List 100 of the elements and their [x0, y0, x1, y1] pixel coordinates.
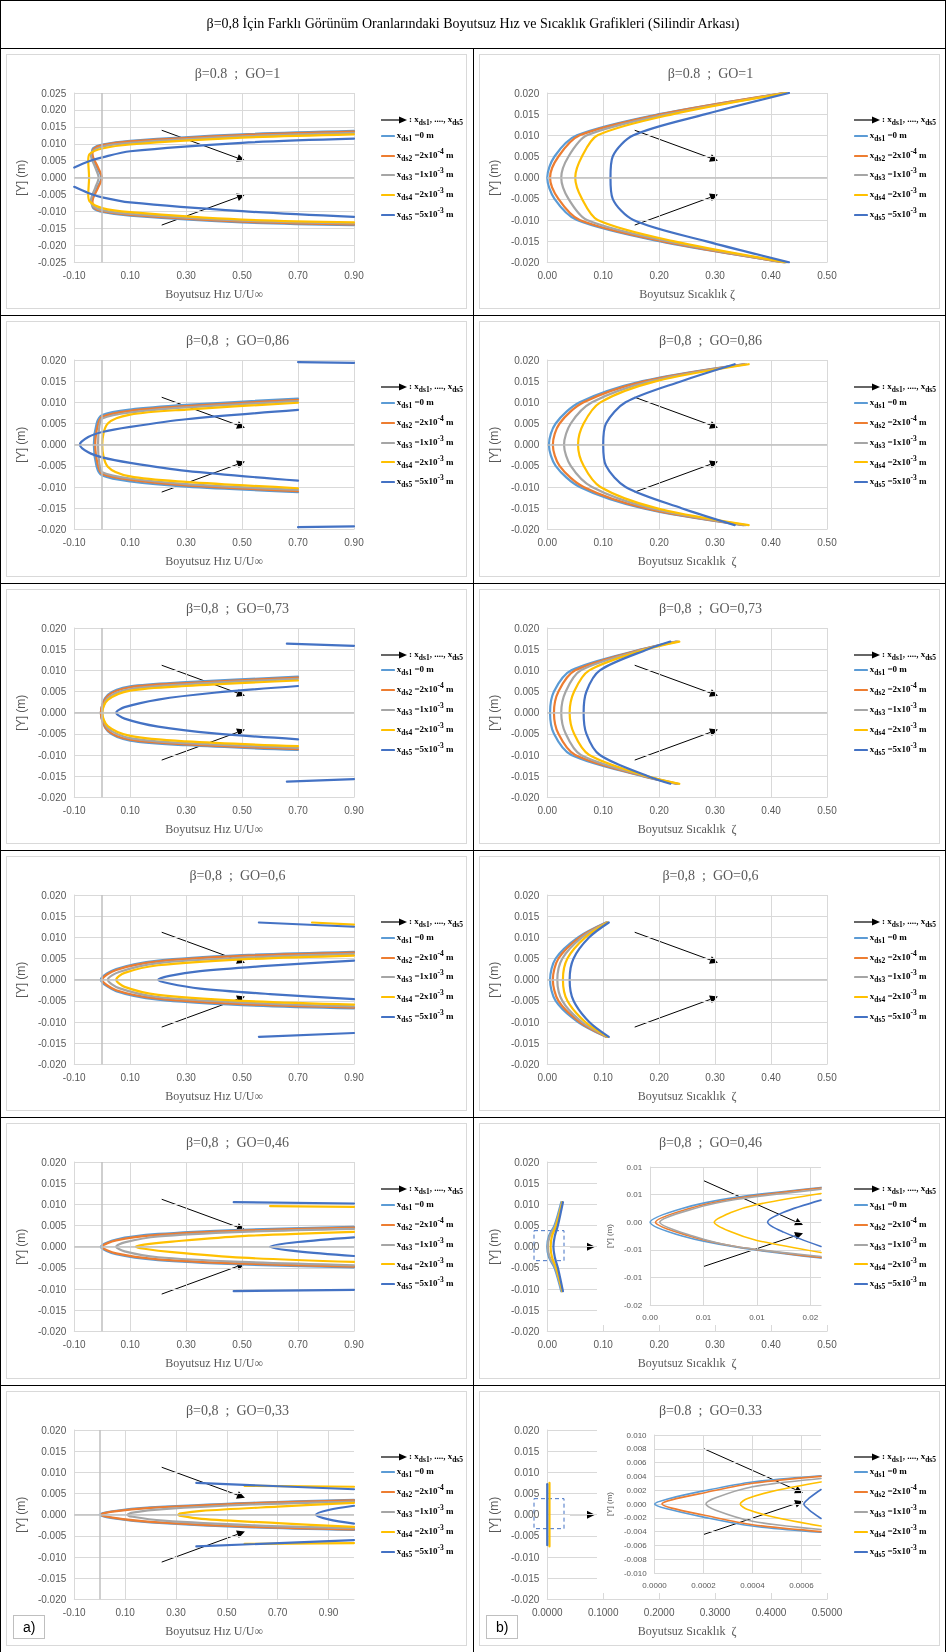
legend-label: x$_{ds5}$ =5x10$^{-3}$ m [395, 1274, 455, 1294]
y-axis-title: [Y] (m) [604, 1224, 614, 1249]
x-tick-label: 0.30 [176, 269, 197, 281]
x-tick-label: 0.70 [288, 537, 309, 549]
legend-label: x$_{ds2}$ =2x10$^{-4}$ m [395, 145, 455, 165]
y-axis-title: [Y] (m) [487, 1228, 501, 1265]
y-tick-label: -0.020 [510, 256, 540, 268]
y-tick-label: -0.015 [37, 1572, 67, 1584]
y-tick-label: -0.006 [623, 1540, 648, 1550]
y-tick-label: 0.000 [514, 439, 540, 451]
x-tick-label: 0.70 [267, 1606, 288, 1618]
line-series [177, 1501, 356, 1528]
y-axis-title: [Y] (m) [487, 159, 501, 196]
y-tick-label: -0.010 [510, 1016, 540, 1028]
legend-label: x$_{ds1}$ =0 m [395, 396, 435, 412]
x-tick-label: 0.50 [232, 537, 253, 549]
y-tick-label: 0.005 [41, 1220, 67, 1232]
y-tick-label: 0.010 [514, 931, 540, 943]
y-tick-label: -0.010 [37, 1551, 67, 1563]
y-tick-label: 0.005 [41, 953, 67, 964]
legend-title: : x$_{ds1}$, ...., x$_{ds5}$ [881, 113, 936, 129]
y-tick-label: 0.015 [41, 375, 67, 387]
y-tick-label: 0.020 [514, 87, 540, 99]
x-tick-label: 0.20 [649, 269, 670, 281]
legend-title: : x$_{ds1}$, ...., x$_{ds5}$ [881, 1449, 936, 1466]
legend-label: x$_{ds5}$ =5x10$^{-3}$ m [868, 1007, 928, 1026]
x-tick-label: 0.90 [344, 1339, 365, 1351]
y-tick-label: 0.010 [41, 397, 67, 409]
x-axis-title: Boyutsuz Sıcaklık ζ [637, 1623, 737, 1638]
y-tick-label: -0.010 [510, 1551, 540, 1563]
text: β=0,8 İçin Farklı Görünüm Oranlarındaki Boyutsuz Hız ve Sıcaklık Grafikleri (Silindir Arkası) [0, 0, 946, 48]
line-series [713, 1193, 822, 1254]
legend-label: x$_{ds1}$ =0 m [395, 128, 435, 145]
y-tick-label: -0.005 [37, 460, 67, 472]
y-tick-label: 0.008 [626, 1443, 648, 1453]
y-tick-label: 0.000 [41, 706, 67, 718]
y-tick-label: -0.002 [623, 1512, 648, 1522]
x-tick-label: 0.0004 [740, 1580, 766, 1590]
x-tick-label: 0.20 [649, 804, 670, 816]
chart-title: β=0.8 ; GO=1 [667, 65, 754, 81]
legend-label: x$_{ds4}$ =2x10$^{-3}$ m [395, 1254, 455, 1274]
y-tick-label: 0.000 [514, 706, 540, 718]
line-series [739, 1480, 822, 1527]
y-tick-label: -0.020 [37, 791, 67, 803]
x-tick-label: 0.50 [817, 269, 838, 281]
legend-label: x$_{ds2}$ =2x10$^{-4}$ m [395, 412, 455, 432]
x-tick-label: 0.40 [761, 1071, 782, 1083]
chart-title: β=0,8 ; GO=0,46 [185, 1134, 290, 1150]
y-tick-label: 0.020 [41, 622, 67, 634]
y-tick-label: -0.005 [510, 1529, 540, 1541]
y-tick-label: 0.015 [514, 1445, 540, 1457]
x-tick-label: 0.00 [537, 1339, 558, 1351]
chart-title: β=0,8 ; GO=0,86 [658, 332, 763, 348]
y-tick-label: 0.020 [514, 1424, 540, 1436]
x-tick-label: 0.40 [761, 537, 782, 549]
y-tick-label: -0.01 [623, 1245, 643, 1255]
y-tick-label: 0.000 [514, 1508, 540, 1520]
x-tick-label: 0.00 [537, 537, 558, 549]
line-series [78, 409, 300, 483]
legend-title: : x$_{ds1}$, ...., x$_{ds5}$ [408, 1182, 463, 1199]
legend-label: x$_{ds2}$ =2x10$^{-4}$ m [868, 1482, 928, 1502]
y-tick-label: 0.000 [514, 1241, 540, 1253]
x-axis-title: Boyutsuz Sıcaklık ζ [637, 1356, 737, 1371]
x-tick-label: 0.90 [344, 1071, 365, 1083]
y-tick-label: 0.000 [514, 172, 540, 184]
y-tick-label: 0.000 [41, 974, 67, 986]
y-tick-label: 0.005 [514, 953, 540, 964]
legend-title: : x$_{ds1}$, ...., x$_{ds5}$ [881, 1182, 936, 1199]
x-tick-label: 0.30 [166, 1606, 187, 1618]
legend-label: x$_{ds5}$ =5x10$^{-3}$ m [868, 1541, 928, 1561]
legend-label: x$_{ds4}$ =2x10$^{-3}$ m [395, 185, 455, 204]
x-axis-title: Boyutsuz Sıcaklık ζ [637, 821, 737, 836]
x-tick-label: 0.10 [120, 537, 141, 549]
legend-label: x$_{ds5}$ =5x10$^{-3}$ m [395, 739, 455, 759]
y-tick-label: 0.015 [514, 375, 540, 387]
x-axis-title: Boyutsuz Sıcaklık ζ [639, 287, 735, 302]
x-tick-label: 0.50 [217, 1606, 238, 1618]
y-tick-label: -0.025 [37, 256, 67, 268]
y-tick-label: -0.010 [37, 481, 67, 493]
y-tick-label: -0.005 [37, 1262, 67, 1274]
x-tick-label: 0.1000 [587, 1606, 619, 1618]
x-tick-label: 0.50 [817, 1071, 838, 1083]
x-axis-title: Boyutsuz Hız U/U∞ [165, 821, 264, 836]
line-series [268, 1236, 356, 1258]
legend-label: x$_{ds3}$ =1x10$^{-3}$ m [868, 1234, 928, 1254]
x-tick-label: 0.30 [176, 804, 197, 816]
x-axis-title: Boyutsuz Hız U/U∞ [165, 554, 264, 569]
y-tick-label: 0.005 [41, 418, 67, 430]
y-tick-label: 0.020 [41, 1156, 67, 1168]
x-tick-label: 0.70 [288, 1339, 309, 1351]
x-tick-label: 0.50 [232, 1071, 253, 1083]
legend-label: x$_{ds2}$ =2x10$^{-4}$ m [395, 947, 455, 967]
x-tick-label: 0.30 [705, 537, 726, 549]
text: b) [486, 1614, 519, 1639]
chart-title: β=0,8 ; GO=0,6 [662, 867, 759, 883]
x-tick-label: 0.30 [705, 269, 726, 281]
y-axis-title: [Y] (m) [14, 961, 28, 998]
x-tick-label: 0.20 [649, 537, 670, 549]
y-tick-label: -0.02 [623, 1300, 643, 1310]
legend-label: x$_{ds5}$ =5x10$^{-3}$ m [395, 472, 455, 492]
